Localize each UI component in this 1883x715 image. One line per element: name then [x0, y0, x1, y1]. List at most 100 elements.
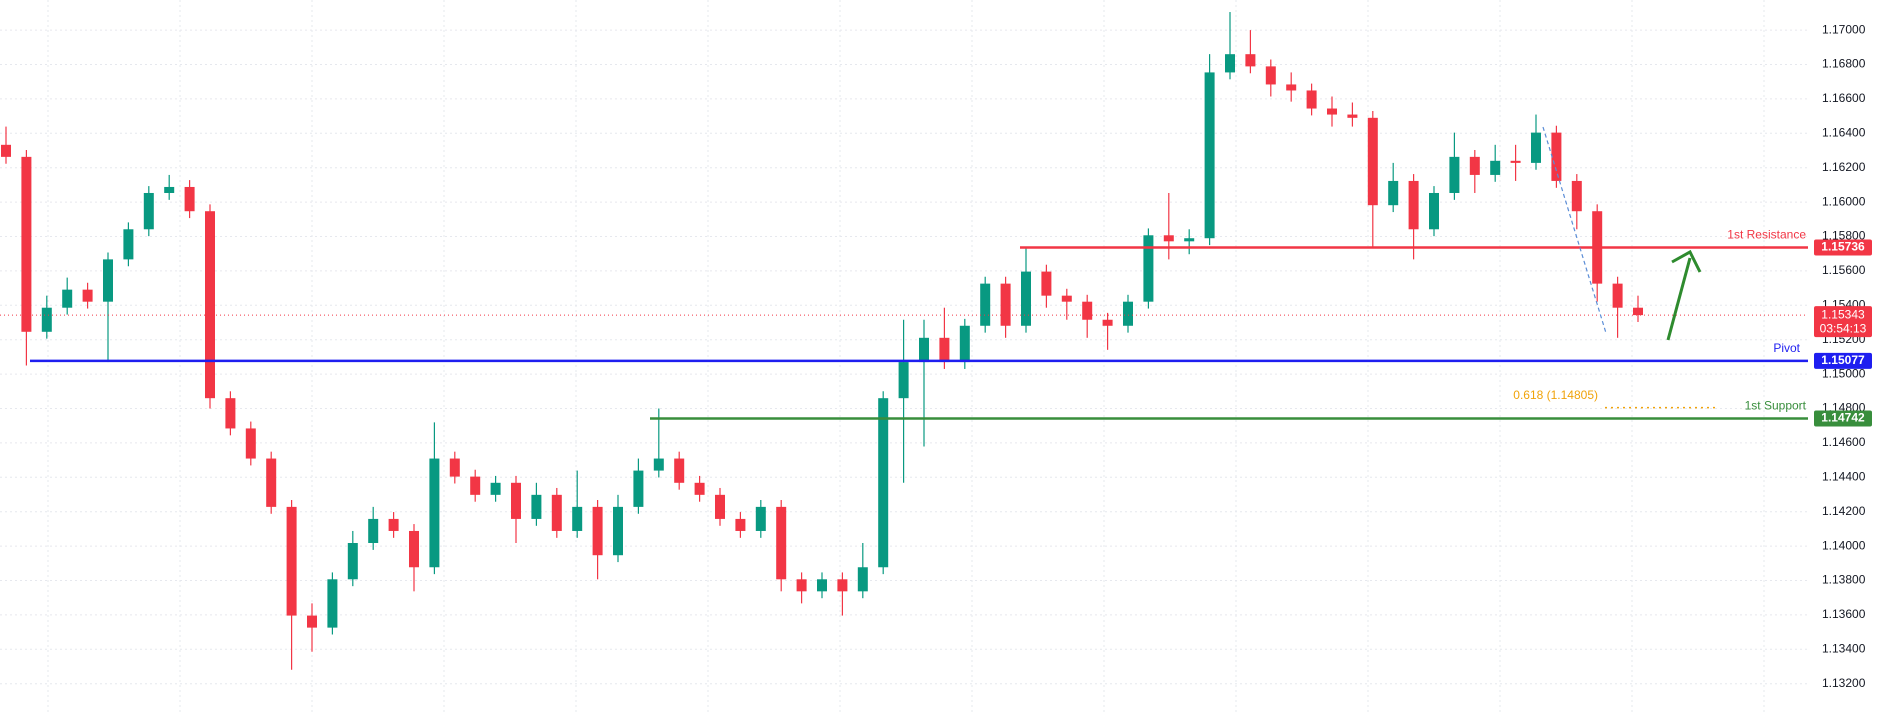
level-name: 1st Resistance: [1727, 228, 1806, 242]
candle-body: [613, 506, 623, 556]
candle-body: [939, 337, 950, 363]
candle-body: [347, 543, 358, 580]
y-tick-label: 1.17000: [1822, 22, 1866, 36]
candle-body: [919, 337, 929, 363]
y-tick-label: 1.16200: [1822, 160, 1866, 174]
candle-body: [123, 229, 134, 260]
candle-body: [1531, 132, 1541, 163]
candle-body: [21, 156, 32, 332]
y-tick-label: 1.16400: [1822, 125, 1866, 139]
candle-body: [409, 530, 419, 568]
level-name: 1st Support: [1745, 399, 1807, 413]
level-price-box: [1814, 352, 1872, 369]
candle-body: [878, 398, 889, 568]
candle-body: [1245, 54, 1256, 67]
candle-body: [449, 458, 460, 477]
candle-body: [1123, 301, 1133, 326]
candle-body: [62, 289, 73, 308]
candle-body: [103, 259, 113, 302]
y-tick-label: 1.13600: [1822, 607, 1866, 621]
y-tick-label: 1.14400: [1822, 469, 1866, 483]
y-tick-label: 1.16600: [1822, 91, 1866, 105]
candle-body: [715, 494, 725, 519]
candle-body: [490, 482, 501, 495]
candle-body: [245, 428, 256, 459]
candle-body: [653, 458, 664, 471]
y-tick-label: 1.13800: [1822, 573, 1866, 587]
candle-body: [1469, 156, 1480, 175]
level-price-label: 1.14742: [1821, 411, 1865, 425]
candle-body: [674, 458, 685, 483]
candle-body: [1021, 271, 1031, 326]
trend-line: [1542, 126, 1607, 334]
y-tick-label: 1.15600: [1822, 263, 1866, 277]
y-tick-label: 1.14200: [1822, 504, 1866, 518]
candle-body: [1082, 301, 1093, 320]
candle-body: [1327, 108, 1337, 115]
candle-body: [368, 518, 379, 544]
last-price-box: [1814, 306, 1872, 338]
candle-body: [1449, 156, 1460, 193]
candle-body: [470, 476, 481, 495]
candle-body: [817, 579, 827, 592]
candle-body: [1612, 283, 1623, 308]
candle-body: [1265, 66, 1276, 85]
fib-label: 0.618 (1.14805): [1513, 388, 1598, 402]
level-price-label: 1.15077: [1821, 353, 1865, 367]
arrow: [1666, 249, 1702, 341]
candle-body: [1184, 238, 1195, 242]
candle-body: [1041, 271, 1052, 296]
candle-body: [266, 458, 277, 507]
candle-body: [592, 506, 603, 556]
candle-body: [980, 283, 991, 326]
candle-body: [1143, 235, 1154, 302]
plot: 1st Resistance Pivot 1st Support 0.618 (1.1…: [0, 12, 1808, 670]
candle-body: [1204, 72, 1215, 239]
candle-body: [1061, 295, 1072, 302]
candle-body: [1163, 235, 1174, 242]
level-price-label: 1.15736: [1821, 240, 1865, 254]
y-tick-label: 1.13200: [1822, 676, 1866, 690]
candle-body: [755, 506, 766, 531]
candle-body: [1490, 160, 1501, 175]
candle-body: [388, 518, 399, 531]
candle-body: [1286, 84, 1297, 91]
candle-body: [572, 506, 583, 531]
level-name: Pivot: [1773, 341, 1800, 355]
candle-body: [82, 289, 93, 302]
y-tick-label: 1.16800: [1822, 57, 1866, 71]
candle-body: [694, 482, 705, 495]
y-tick-label: 1.15000: [1822, 366, 1866, 380]
candle-body: [1, 144, 11, 157]
last-price-label: 1.15343: [1821, 307, 1865, 321]
candle-body: [164, 186, 175, 193]
level-price-box: [1814, 410, 1872, 427]
grid: [0, 0, 1808, 715]
candle-body: [1571, 180, 1582, 212]
candle-body: [1000, 283, 1011, 326]
candle-body: [1551, 132, 1562, 181]
candle-body: [776, 506, 787, 580]
candle-body: [307, 615, 317, 628]
candle-body: [1510, 160, 1521, 163]
candle-body: [1633, 307, 1643, 316]
candle-body: [857, 567, 868, 592]
candle-body: [327, 579, 338, 628]
candle-body: [898, 362, 909, 399]
countdown-label: 03:54:13: [1820, 321, 1867, 335]
candle-body: [429, 458, 440, 568]
candle-body: [531, 494, 542, 519]
candle-body: [286, 506, 297, 616]
y-tick-label: 1.13400: [1822, 641, 1866, 655]
candle-body: [1225, 54, 1235, 73]
candle-body: [633, 470, 644, 507]
candle-body: [551, 494, 562, 531]
candle-body: [205, 211, 215, 399]
candle-body: [1408, 180, 1419, 230]
candle-body: [41, 307, 52, 332]
candle-body: [837, 579, 848, 592]
y-tick-label: 1.16000: [1822, 194, 1866, 208]
candle-body: [1367, 117, 1378, 206]
